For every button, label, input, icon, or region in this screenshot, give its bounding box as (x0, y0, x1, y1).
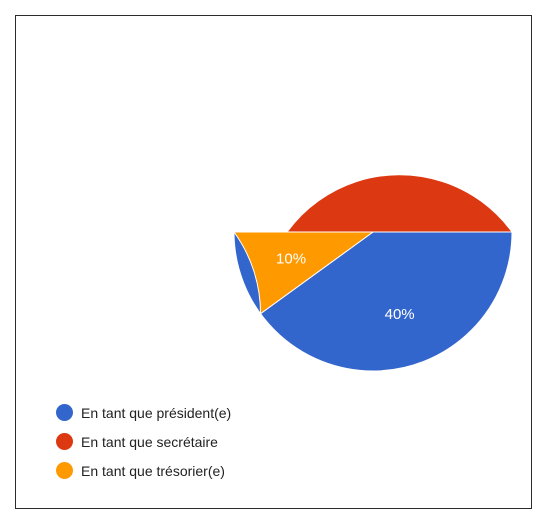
legend-swatch-secretaire (56, 433, 73, 450)
legend-swatch-president (56, 404, 73, 421)
legend-label-secretaire: En tant que secrétaire (81, 433, 218, 450)
pie-slice-tresorier[interactable] (233, 231, 375, 315)
legend-item-president[interactable]: En tant que président(e) (56, 398, 231, 427)
slice-label-tresorier: 10% (276, 251, 306, 268)
legend-item-tresorier[interactable]: En tant que trésorier(e) (56, 456, 231, 485)
legend-label-president: En tant que président(e) (81, 404, 232, 421)
slice-label-secretaire: 40% (385, 306, 415, 323)
chart-legend: En tant que président(e) En tant que sec… (56, 398, 231, 485)
chart-card: 50% 40% 10% En tant que président(e) En ta… (15, 15, 532, 509)
legend-item-secretaire[interactable]: En tant que secrétaire (56, 427, 231, 456)
legend-label-tresorier: En tant que trésorier(e) (81, 462, 225, 479)
pie-chart: 50% 40% 10% (233, 138, 513, 372)
legend-swatch-tresorier (56, 462, 73, 479)
slice-label-president: 50% (358, 138, 388, 155)
